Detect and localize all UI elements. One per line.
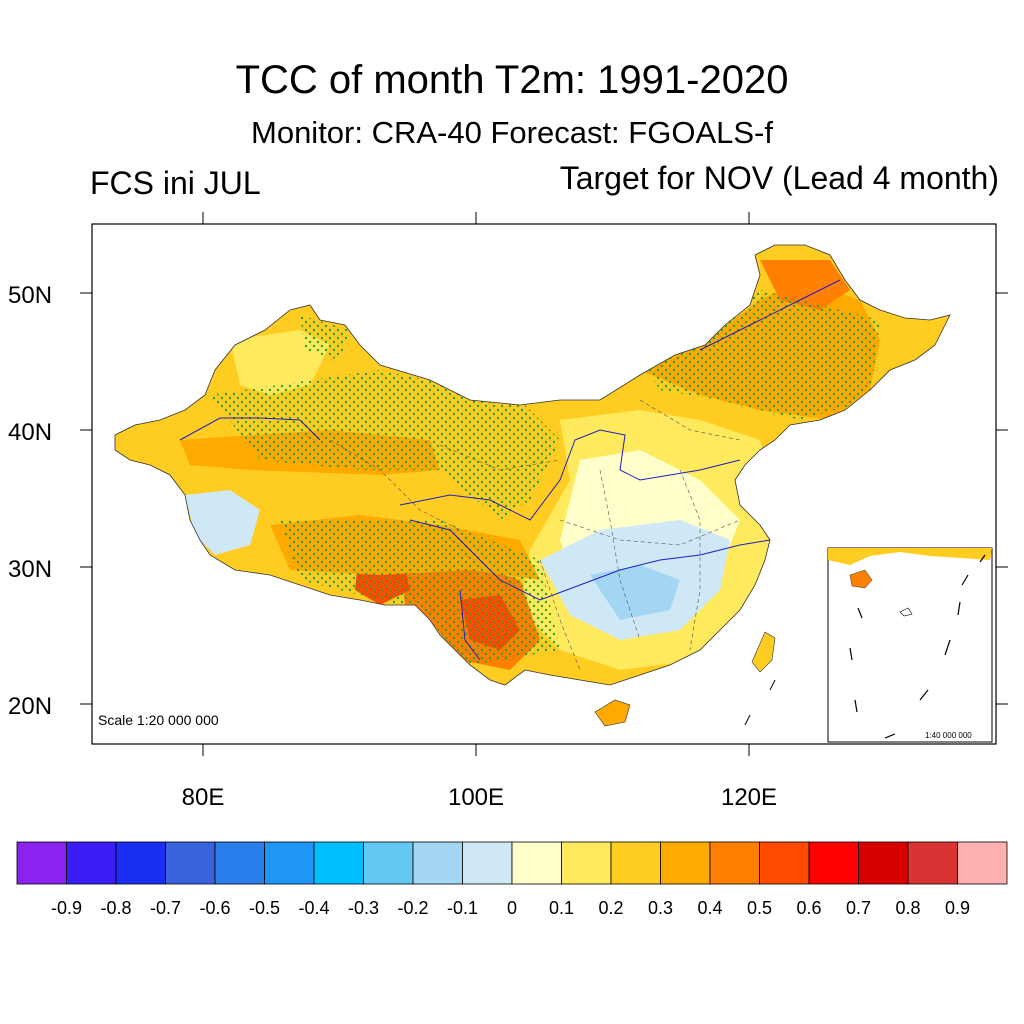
- colorbar-label: -0.3: [348, 898, 379, 918]
- colorbar-label: -0.5: [249, 898, 280, 918]
- river-yangtze: [409, 519, 771, 601]
- axis-ticks: [80, 212, 1008, 756]
- colorbar-label: 0.4: [697, 898, 722, 918]
- colorbar-label: -0.2: [397, 898, 428, 918]
- colorbar-label: -0.4: [298, 898, 329, 918]
- colorbar-label: 0.8: [895, 898, 920, 918]
- china-outline: [114, 244, 951, 686]
- colorbar-label: -0.6: [199, 898, 230, 918]
- colorbar-swatch: [214, 841, 265, 885]
- colorbar-swatch: [709, 841, 760, 885]
- hainan-island: [594, 699, 631, 727]
- colorbar-swatch: [610, 841, 661, 885]
- colorbar-swatch: [561, 841, 612, 885]
- lon-label-120e: 120E: [721, 784, 777, 811]
- province-borders: [329, 399, 741, 671]
- colorbar-swatch: [115, 841, 166, 885]
- colorbar-swatch: [264, 841, 315, 885]
- lat-label-40n: 40N: [8, 419, 52, 446]
- map-title: TCC of month T2m: 1991-2020: [235, 58, 789, 102]
- colorbar-label: 0.9: [945, 898, 970, 918]
- colorbar-swatch: [66, 841, 117, 885]
- scale-inset-label: 1:40 000 000: [925, 731, 972, 740]
- river-mekong: [459, 589, 481, 661]
- colorbar-label: 0.6: [796, 898, 821, 918]
- colorbar-swatch: [957, 841, 1008, 885]
- nine-dash-line-main: [769, 679, 776, 691]
- lat-label-50n: 50N: [8, 282, 52, 309]
- significance-stipple: [640, 290, 880, 420]
- lon-label-80e: 80E: [182, 784, 225, 811]
- river-amur: [699, 279, 841, 351]
- colorbar-label: -0.1: [447, 898, 478, 918]
- colorbar-swatch: [313, 841, 364, 885]
- colorbar-swatch: [16, 841, 67, 885]
- colorbar-label: 0: [507, 898, 517, 918]
- colorbar-label: 0.7: [846, 898, 871, 918]
- colorbar-label: -0.8: [100, 898, 131, 918]
- inset-mainland: [828, 548, 992, 565]
- field-neg-0.1: [185, 490, 260, 555]
- colorbar-label: -0.9: [51, 898, 82, 918]
- target-label: Target for NOV (Lead 4 month): [559, 160, 999, 196]
- taiwan-island: [751, 631, 776, 673]
- lat-label-30n: 30N: [8, 556, 52, 583]
- colorbar-swatch: [907, 841, 958, 885]
- inset-islands: [899, 607, 913, 617]
- init-label: FCS ini JUL: [90, 165, 261, 201]
- colorbar-swatch: [660, 841, 711, 885]
- field-neg-0.2: [590, 565, 680, 620]
- colorbar-swatch: [462, 841, 513, 885]
- colorbar-label: 0.5: [747, 898, 772, 918]
- colorbar-swatch: [165, 841, 216, 885]
- colorbar-swatch: [363, 841, 414, 885]
- map-subtitle: Monitor: CRA-40 Forecast: FGOALS-f: [251, 115, 773, 150]
- river-tarim: [179, 417, 321, 441]
- nine-dash-line-main: [744, 714, 751, 726]
- inset-hainan: [849, 569, 873, 589]
- colorbar-swatch: [808, 841, 859, 885]
- lon-label-100e: 100E: [448, 784, 504, 811]
- colorbar-label: 0.2: [598, 898, 623, 918]
- scale-main-label: Scale 1:20 000 000: [98, 712, 219, 728]
- significance-stipple: [300, 315, 350, 360]
- nine-dash-line: [849, 554, 986, 739]
- colorbar-label: -0.7: [150, 898, 181, 918]
- rivers: [179, 279, 841, 661]
- river-yellow: [399, 429, 741, 521]
- significance-stipple: [280, 520, 560, 665]
- colorbar-swatch: [858, 841, 909, 885]
- colorbar-label: 0.3: [648, 898, 673, 918]
- colorbar-swatch: [412, 841, 463, 885]
- significance-stipple: [210, 370, 560, 520]
- colorbar: -0.9 -0.8 -0.7 -0.6 -0.5 -0.4 -0.3 -0.2 -0.1 0 0.1…: [16, 841, 1008, 918]
- colorbar-label: 0.1: [549, 898, 574, 918]
- colorbar-swatch: [759, 841, 810, 885]
- colorbar-swatch: [511, 841, 562, 885]
- lat-label-20n: 20N: [8, 693, 52, 720]
